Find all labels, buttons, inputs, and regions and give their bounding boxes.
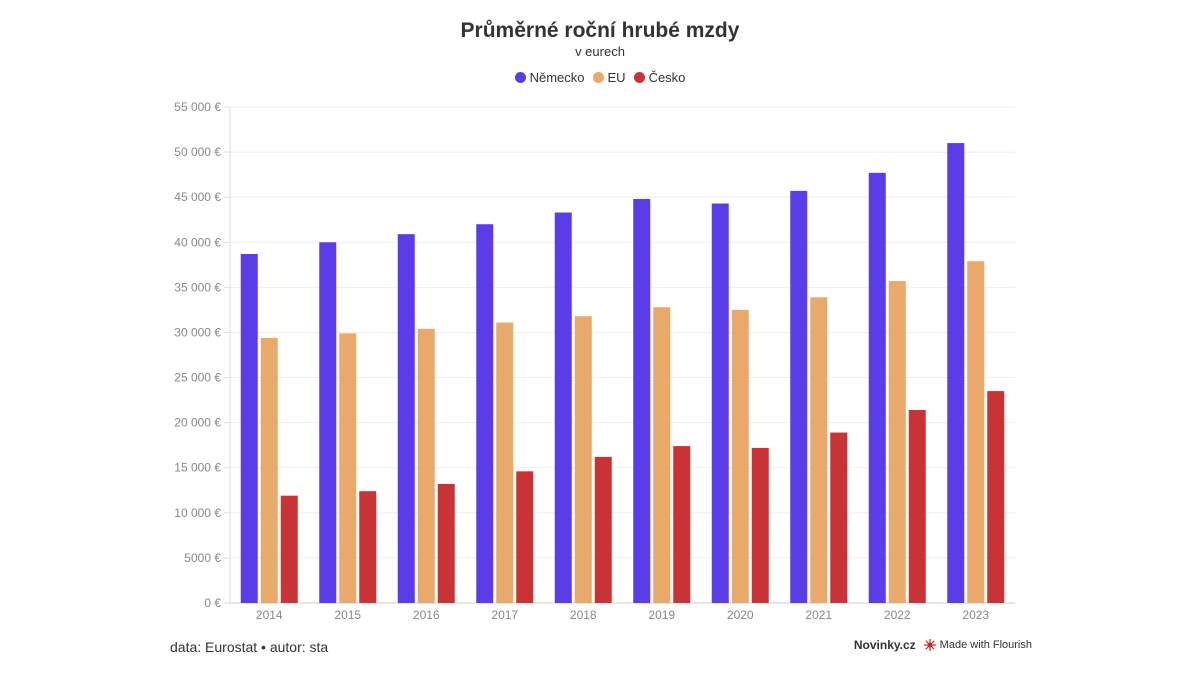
chart-header: Průměrné roční hrubé mzdy v eurech	[0, 18, 1200, 60]
y-tick-label: 40 000 €	[174, 235, 221, 249]
flourish-icon	[923, 639, 936, 651]
bar	[437, 483, 455, 603]
bar	[751, 447, 769, 603]
legend-swatch	[592, 72, 604, 83]
x-tick-label: 2020	[727, 608, 754, 622]
bar	[476, 224, 494, 603]
y-tick-label: 25 000 €	[174, 371, 221, 385]
bar	[359, 491, 377, 603]
bar	[397, 234, 415, 603]
x-tick-label: 2019	[648, 608, 675, 622]
bar	[319, 242, 337, 604]
chart-subtitle: v eurech	[575, 44, 625, 59]
bar	[260, 337, 278, 603]
publisher-logo[interactable]: Novinky.cz	[853, 638, 916, 652]
bar	[633, 198, 651, 603]
bar	[908, 410, 926, 603]
x-tick-label: 2022	[884, 608, 911, 622]
bar	[987, 391, 1005, 603]
legend-swatch	[633, 72, 645, 83]
legend-swatch	[514, 72, 526, 83]
legend-item[interactable]: EU	[592, 70, 626, 85]
bar	[967, 261, 985, 603]
y-tick-label: 35 000 €	[174, 280, 221, 294]
y-tick-label: 10 000 €	[174, 506, 221, 520]
credits: Novinky.cz Made with Flourish	[854, 638, 1032, 652]
bar	[554, 212, 572, 603]
y-tick-label: 20 000 €	[174, 416, 221, 430]
legend-label: Německo	[529, 70, 585, 85]
chart-title: Průměrné roční hrubé mzdy	[460, 19, 740, 42]
x-tick-label: 2021	[805, 608, 832, 622]
bar	[417, 328, 435, 603]
x-tick-label: 2015	[334, 608, 361, 622]
chart-legend: Německo EU Česko	[0, 70, 1200, 85]
bar	[888, 281, 906, 603]
y-tick-label: 45 000 €	[174, 190, 221, 204]
x-tick-label: 2017	[491, 608, 518, 622]
bar	[830, 432, 848, 603]
bar	[339, 333, 357, 603]
bar	[673, 446, 691, 603]
bar	[790, 190, 808, 604]
y-tick-label: 30 000 €	[174, 325, 221, 339]
bar	[947, 143, 965, 603]
legend-label: Česko	[648, 70, 686, 85]
bar	[731, 309, 749, 603]
legend-item[interactable]: Německo	[514, 70, 585, 85]
legend-label: EU	[607, 70, 626, 85]
bar	[496, 322, 514, 603]
bar	[653, 307, 671, 603]
y-tick-label: 50 000 €	[174, 145, 221, 159]
y-tick-label: 55 000 €	[174, 100, 221, 114]
y-tick-label: 15 000 €	[174, 461, 221, 475]
bar	[594, 456, 612, 603]
legend-item[interactable]: Česko	[633, 70, 686, 85]
bar	[516, 471, 534, 603]
bar	[711, 203, 729, 603]
x-tick-label: 2023	[962, 608, 989, 622]
bar	[240, 253, 258, 603]
x-tick-label: 2014	[256, 608, 283, 622]
bar	[868, 172, 886, 603]
bar	[810, 297, 828, 603]
flourish-credit[interactable]: Made with Flourish	[939, 639, 1032, 651]
x-tick-label: 2016	[413, 608, 440, 622]
source-note: data: Eurostat • autor: sta	[170, 639, 329, 655]
bar	[280, 495, 298, 603]
x-tick-label: 2018	[570, 608, 597, 622]
y-tick-label: 5000 €	[184, 551, 221, 565]
y-tick-label: 0 €	[204, 596, 221, 610]
bar	[574, 316, 592, 603]
